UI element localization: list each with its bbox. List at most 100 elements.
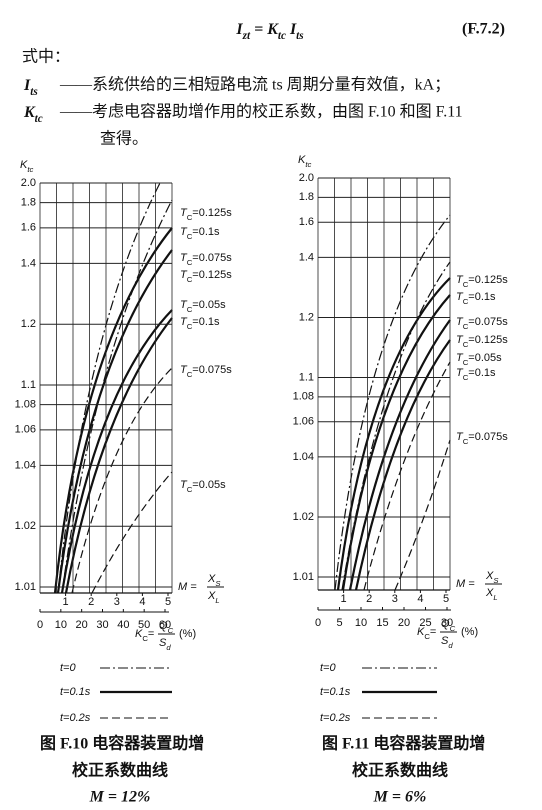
caption: M = 12% — [89, 789, 151, 806]
y-tick-label: 1.6 — [299, 216, 314, 228]
text-part: =0.125s — [192, 269, 232, 281]
definition-text: ——考虑电容器助增作用的校正系数，由图 F.10 和图 F.11 — [59, 103, 463, 121]
subscript: C — [187, 370, 193, 379]
m-label-den: XL — [485, 587, 498, 602]
kc-tick-label: 30 — [96, 619, 108, 631]
caption: 校正系数曲线 — [72, 761, 168, 780]
subscript: C — [187, 305, 193, 314]
subscript: d — [448, 641, 453, 650]
subscript: S — [215, 579, 221, 588]
subscript: ts — [30, 86, 38, 98]
m-tick-label: 4 — [417, 593, 423, 605]
m-tick-label: 1 — [341, 593, 347, 605]
curve-label: TC=0.1s — [456, 367, 496, 382]
text-part: T — [180, 479, 188, 491]
text-part: T — [180, 269, 188, 281]
text-part: K — [20, 159, 28, 171]
y-tick-label: 1.08 — [15, 398, 36, 410]
text-part: K — [135, 628, 143, 640]
kc-tick-label: 20 — [76, 619, 88, 631]
subscript: C — [450, 624, 456, 633]
curves — [53, 182, 451, 594]
subscript: C — [424, 632, 430, 641]
m-tick-label: 2 — [88, 596, 94, 608]
subscript: C — [168, 626, 174, 635]
y-tick-label: 1.2 — [299, 311, 314, 323]
curve — [363, 361, 451, 591]
caption: 图 F.11 电容器装置助增 — [322, 734, 485, 753]
kc-label: KC= — [417, 626, 436, 641]
text-part: K — [298, 154, 306, 166]
where: 式中： — [22, 48, 70, 66]
y-tick-label: 1.08 — [293, 391, 314, 403]
y-axis-label: Ktc — [20, 159, 33, 174]
curve — [71, 367, 173, 594]
subscript: d — [166, 643, 171, 652]
legend-label: t=0.2s — [320, 712, 351, 724]
text-part: =0.1s — [468, 367, 496, 379]
kc-label-den: Sd — [159, 637, 171, 652]
text-part: = — [430, 626, 436, 638]
text-part: =0.125s — [468, 334, 508, 346]
kc-tick-label: 10 — [355, 617, 367, 629]
kc-tick-label: 25 — [419, 617, 431, 629]
text-part: T — [180, 299, 188, 311]
text-part: =0.075s — [192, 364, 232, 376]
curve-label: TC=0.1s — [180, 316, 220, 331]
subscript: C — [187, 485, 193, 494]
curve-label: TC=0.05s — [180, 299, 226, 314]
text-part: M = — [178, 581, 197, 593]
text-part: =0.125s — [468, 274, 508, 286]
caption: 校正系数曲线 — [352, 761, 448, 780]
symbol: Its — [23, 77, 38, 98]
text-part: T — [456, 334, 464, 346]
m-tick-label: 3 — [114, 596, 120, 608]
y-tick-label: 1.4 — [299, 251, 314, 263]
y-tick-label: 1.1 — [299, 371, 314, 383]
text-part: T — [456, 274, 464, 286]
text-part: I — [235, 21, 243, 38]
text-part: Q — [159, 620, 168, 632]
y-tick-label: 1.2 — [21, 318, 36, 330]
subscript: zt — [242, 30, 251, 42]
curve — [91, 471, 173, 594]
subscript: S — [493, 576, 499, 585]
text-part: X — [485, 587, 494, 599]
kc-tick-label: 0 — [315, 617, 321, 629]
curve-label: TC=0.075s — [180, 364, 232, 379]
m-label-num: XS — [207, 573, 221, 588]
text-part: T — [456, 352, 464, 364]
subscript: C — [187, 232, 193, 241]
m-label-den: XL — [207, 590, 220, 605]
curve-label: TC=0.125s — [456, 274, 508, 289]
curve-label: TC=0.125s — [180, 269, 232, 284]
m-tick-label: 1 — [63, 596, 69, 608]
legend-label: t=0 — [60, 662, 76, 674]
text-part: I — [286, 21, 297, 38]
y-tick-label: 1.06 — [15, 424, 36, 436]
kc-label-num: QC — [159, 620, 174, 635]
text-part: =0.125s — [192, 207, 232, 219]
kc-tick-label: 50 — [138, 619, 150, 631]
subscript: C — [142, 634, 148, 643]
curve — [64, 317, 173, 594]
legend-label: t=0.1s — [320, 686, 351, 698]
subscript: L — [215, 596, 219, 605]
curve-label: TC=0.125s — [456, 334, 508, 349]
text-part: K — [417, 626, 425, 638]
kc-tick-label: 5 — [336, 617, 342, 629]
text-part: =0.075s — [192, 252, 232, 264]
text-part: T — [456, 316, 464, 328]
y-tick-label: 1.02 — [15, 520, 36, 532]
text-part: T — [456, 367, 464, 379]
text-part: K — [23, 104, 36, 121]
legend-label: t=0.1s — [60, 686, 91, 698]
subscript: tc — [305, 160, 311, 169]
text-part: T — [456, 431, 464, 443]
text-part: M = — [456, 578, 475, 590]
subscript: C — [187, 258, 193, 267]
text-part: =0.1s — [192, 226, 220, 238]
subscript: C — [463, 358, 469, 367]
text-part: S — [159, 637, 167, 649]
